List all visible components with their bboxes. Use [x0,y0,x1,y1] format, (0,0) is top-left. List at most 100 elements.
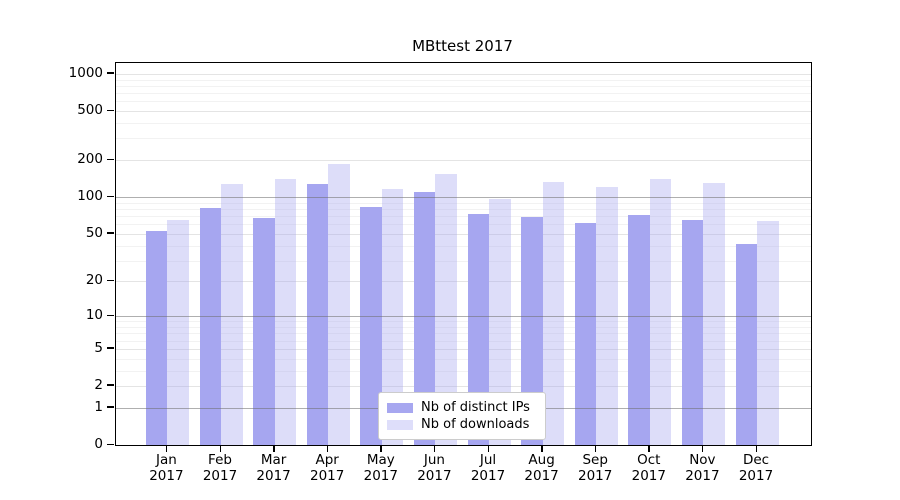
gridline-minor [116,224,811,226]
x-tick-label-nov: Nov 2017 [685,452,720,484]
bar-distinct-ips-jun [413,192,436,445]
x-tick-mark-apr [326,445,329,452]
x-tick-mark-jul [487,445,489,452]
bar-distinct-ips-sep [574,223,597,445]
y-tick-mark-1 [107,406,114,408]
gridline-10 [116,316,811,318]
bar-downloads-jan [167,219,189,445]
y-tick-label-2: 2 [94,376,103,393]
bar-distinct-ips-nov [681,219,704,445]
legend-swatch-distinct-ips [387,402,413,413]
y-tick-label-500: 500 [77,102,103,119]
gridline-minor [116,358,811,360]
bar-distinct-ips-jul [467,213,489,445]
y-tick-label-100: 100 [77,188,103,205]
x-tick-mark-may [380,445,382,452]
x-tick-mark-mar [273,445,275,452]
gridline-20 [116,281,811,283]
y-tick-mark-500 [107,109,114,112]
bar-distinct-ips-aug [521,216,543,445]
x-tick-label-oct: Oct 2017 [631,452,666,484]
bar-distinct-ips-oct [628,214,650,445]
x-tick-mark-sep [594,445,597,452]
x-tick-mark-oct [648,445,650,452]
y-tick-mark-200 [107,158,114,161]
bar-downloads-aug [542,181,565,445]
bar-distinct-ips-jan [145,230,168,445]
bar-downloads-mar [274,179,297,445]
gridline-minor [116,93,811,94]
gridline-minor [116,216,811,217]
bar-distinct-ips-apr [306,183,329,445]
x-tick-mark-feb [219,445,221,452]
gridline-minor [116,321,811,323]
bar-distinct-ips-dec [735,244,757,445]
bar-downloads-oct [649,179,672,445]
legend-label-distinct-ips: Nb of distinct IPs [421,400,530,415]
bar-downloads-dec [757,220,779,445]
y-tick-label-0: 0 [94,436,103,452]
gridline-100 [116,197,811,199]
gridline-minor [116,101,811,103]
bar-downloads-jun [435,174,457,445]
gridline-minor [116,260,811,262]
gridline-minor [116,202,811,204]
gridline-minor [116,245,811,247]
chart-title: MBttest 2017 [412,37,513,55]
y-tick-label-5: 5 [94,339,103,356]
y-tick-label-1: 1 [94,398,103,415]
legend-item-downloads: Nb of downloads [387,416,535,433]
y-tick-mark-20 [107,279,114,282]
y-tick-mark-50 [107,232,114,234]
y-tick-mark-0 [107,443,114,445]
gridline-minor [116,327,811,328]
x-tick-label-apr: Apr 2017 [310,452,345,484]
bar-distinct-ips-feb [199,208,221,445]
gridline-minor [116,370,811,372]
x-tick-label-aug: Aug 2017 [524,452,559,484]
x-tick-label-jul: Jul 2017 [470,452,506,484]
bar-downloads-apr [328,164,350,445]
x-tick-mark-dec [755,445,757,452]
legend-label-downloads: Nb of downloads [421,417,530,432]
x-tick-label-jan: Jan 2017 [149,452,184,484]
y-tick-mark-10 [107,314,114,317]
gridline-1000 [116,73,811,75]
bar-distinct-ips-mar [253,218,275,445]
bar-distinct-ips-may [360,207,382,445]
x-tick-label-feb: Feb 2017 [202,452,238,484]
gridline-minor [116,208,811,210]
gridline-500 [116,111,811,112]
plot-area: Nb of distinct IPs Nb of downloads [115,62,812,446]
x-tick-mark-jun [433,445,436,452]
y-tick-label-1000: 1000 [68,64,103,81]
gridline-minor [116,79,811,81]
gridline-minor [116,340,811,342]
bar-downloads-feb [221,183,243,445]
legend-swatch-downloads [387,419,413,430]
legend-item-distinct-ips: Nb of distinct IPs [387,399,535,416]
x-tick-label-mar: Mar 2017 [256,452,291,484]
x-tick-label-may: May 2017 [363,452,398,484]
y-tick-label-50: 50 [85,224,103,241]
gridline-200 [116,160,811,162]
y-tick-mark-100 [107,195,114,198]
gridline-50 [116,233,811,235]
gridline-5 [116,348,811,350]
x-tick-mark-aug [541,445,543,452]
bar-downloads-nov [703,183,725,445]
x-tick-mark-nov [701,445,704,452]
y-tick-label-10: 10 [85,307,103,324]
bar-downloads-jul [489,198,511,445]
gridline-minor [116,138,811,140]
x-tick-label-dec: Dec 2017 [738,452,774,484]
legend-box: Nb of distinct IPs Nb of downloads [378,392,546,440]
y-tick-mark-1000 [107,72,114,74]
x-tick-label-jun: Jun 2017 [417,452,452,484]
gridline-minor [116,85,811,87]
y-tick-mark-5 [107,347,114,349]
x-tick-label-sep: Sep 2017 [578,452,613,484]
y-tick-label-20: 20 [85,272,103,289]
gridline-2 [116,386,811,387]
